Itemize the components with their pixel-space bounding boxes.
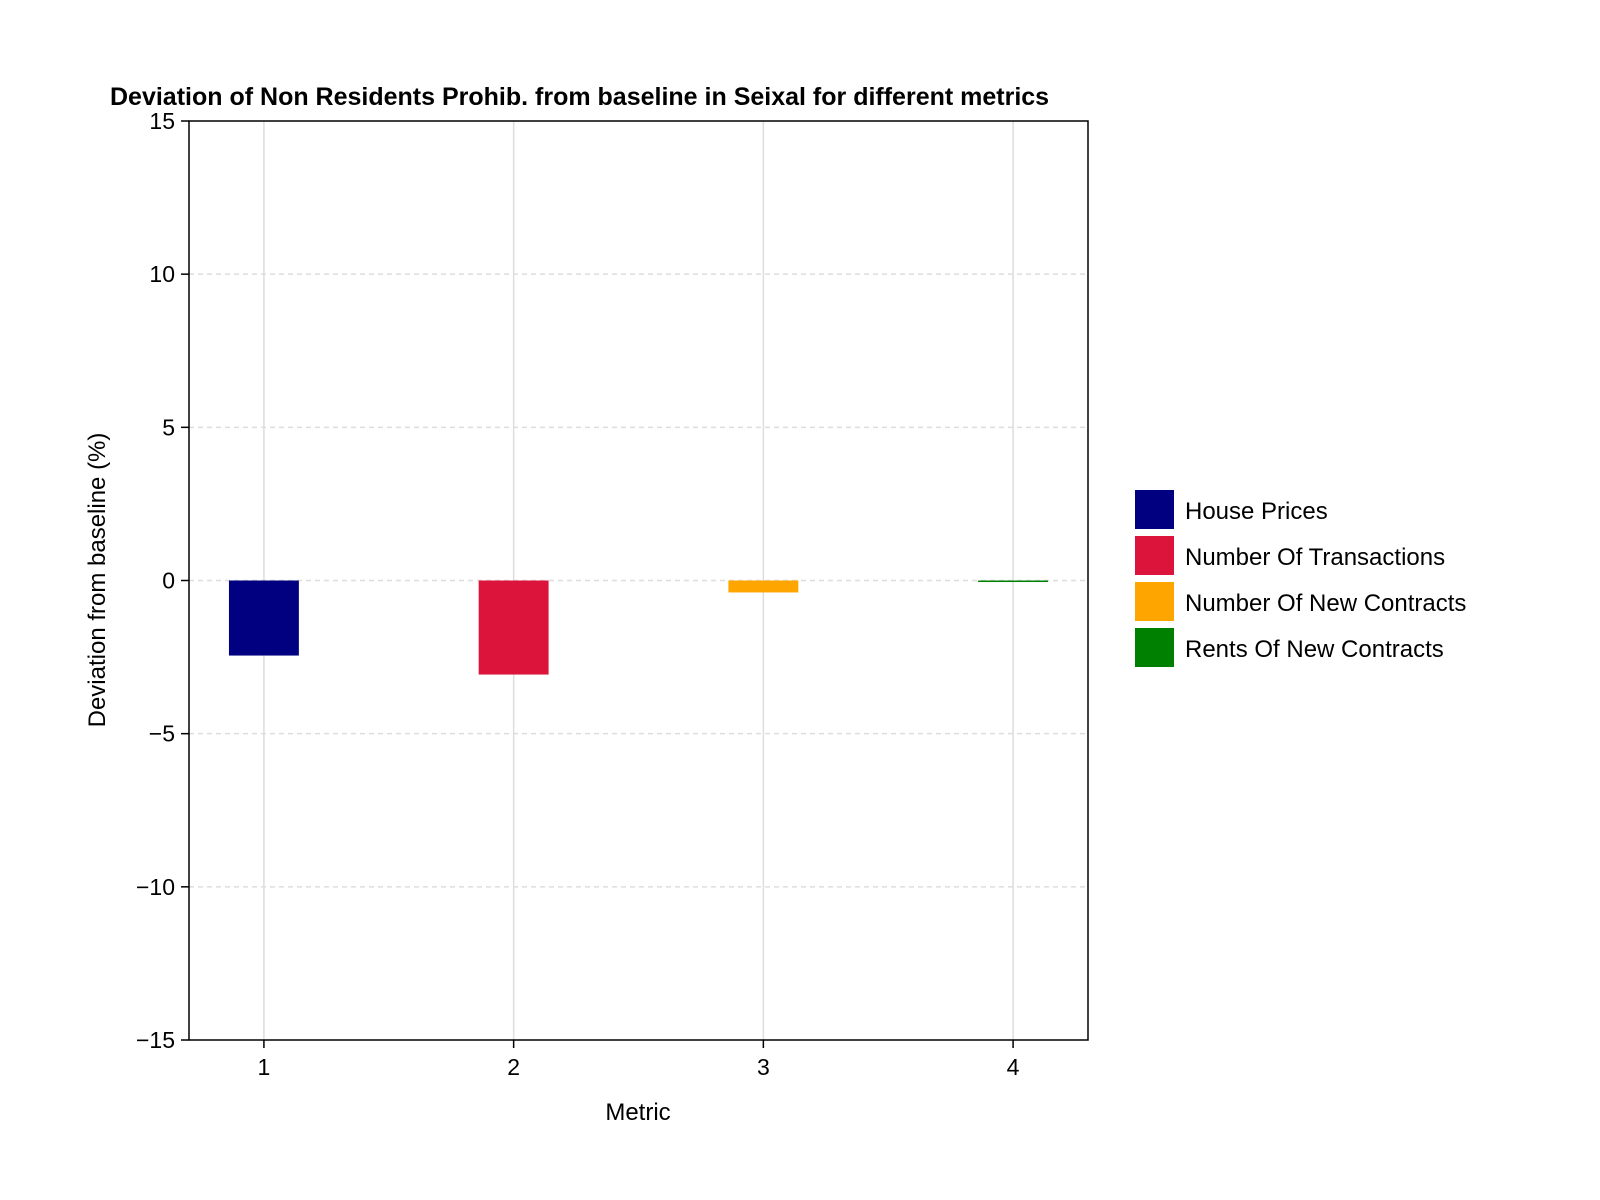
y-tick-label: 0 bbox=[162, 568, 175, 594]
legend-label-4: Rents Of New Contracts bbox=[1185, 636, 1444, 663]
y-tick-label: 10 bbox=[149, 261, 175, 287]
grid bbox=[189, 121, 1088, 1040]
legend-swatch-2 bbox=[1135, 536, 1174, 575]
y-tick-label: 5 bbox=[162, 414, 175, 440]
x-axis: 1 2 3 4 bbox=[258, 1040, 1020, 1080]
y-axis: −15 −10 −5 0 5 10 15 bbox=[136, 108, 189, 1053]
x-tick-label: 1 bbox=[258, 1054, 271, 1080]
legend-swatch-4 bbox=[1135, 628, 1174, 667]
x-tick-label: 2 bbox=[507, 1054, 520, 1080]
chart-title: Deviation of Non Residents Prohib. from … bbox=[110, 83, 1049, 111]
y-tick-label: −15 bbox=[136, 1027, 175, 1053]
x-tick-label: 4 bbox=[1007, 1054, 1020, 1080]
bar-1 bbox=[228, 580, 299, 656]
legend: House Prices Number Of Transactions Number… bbox=[1135, 490, 1466, 667]
x-tick-label: 3 bbox=[757, 1054, 770, 1080]
legend-swatch-1 bbox=[1135, 490, 1174, 529]
bar-2 bbox=[478, 580, 549, 675]
bar-4 bbox=[978, 580, 1049, 583]
legend-swatch-3 bbox=[1135, 582, 1174, 621]
plot-frame bbox=[188, 120, 1089, 1041]
bars bbox=[228, 580, 1049, 675]
y-tick-label: −5 bbox=[149, 721, 175, 747]
y-axis-label: Deviation from baseline (%) bbox=[84, 433, 111, 728]
legend-label-1: House Prices bbox=[1185, 498, 1328, 525]
y-tick-label: −10 bbox=[136, 874, 175, 900]
bar-3 bbox=[728, 580, 799, 593]
y-tick-label: 15 bbox=[149, 108, 175, 134]
legend-label-3: Number Of New Contracts bbox=[1185, 590, 1466, 617]
legend-label-2: Number Of Transactions bbox=[1185, 544, 1445, 571]
x-axis-label: Metric bbox=[605, 1099, 670, 1126]
